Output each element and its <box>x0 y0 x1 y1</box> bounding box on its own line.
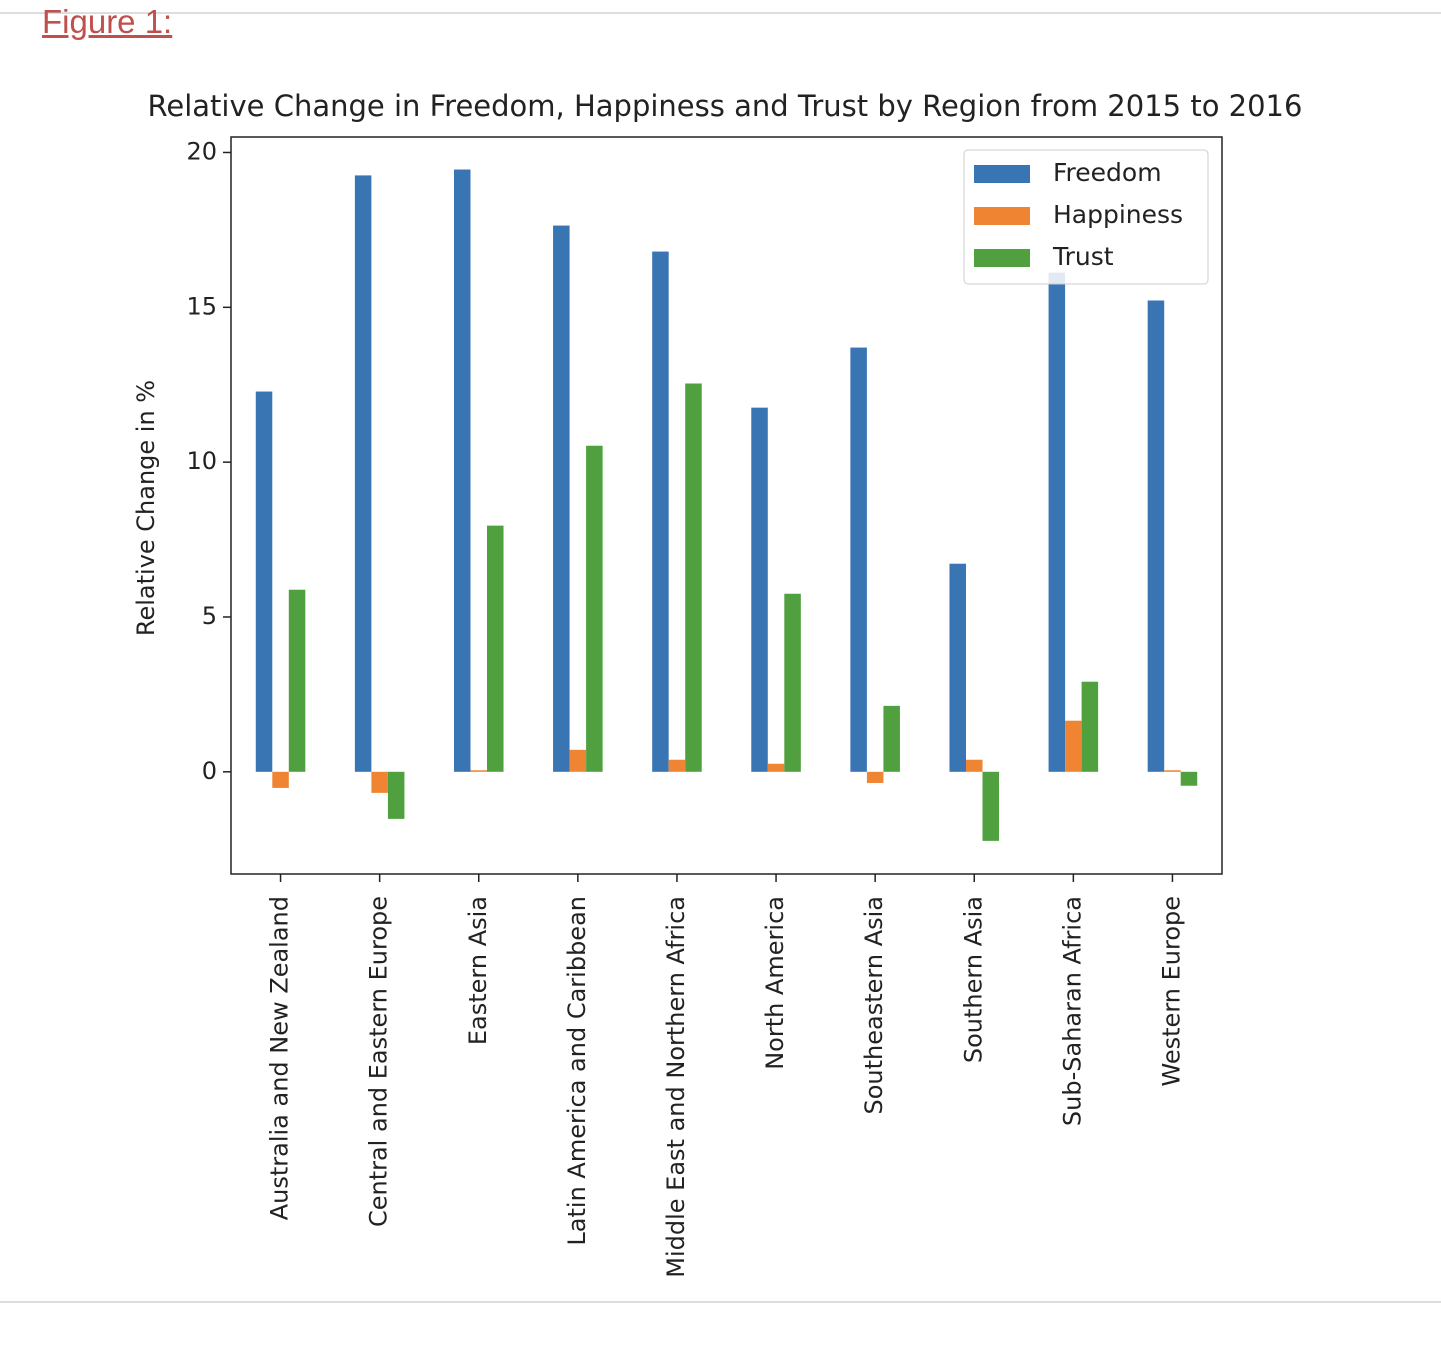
plot: 0 5 10 15 20 Australia and New Zealand Central… <box>186 136 1223 1278</box>
bar <box>1048 272 1066 772</box>
x-tick-label: Eastern Asia <box>464 896 492 1045</box>
legend-swatch <box>974 249 1030 267</box>
figure-heading: Figure 1: <box>42 3 173 40</box>
bar <box>272 771 289 788</box>
y-tick-label: 10 <box>186 447 217 475</box>
y-axis-label: Relative Change in % <box>132 380 160 636</box>
bar <box>354 175 372 772</box>
bar <box>668 759 686 772</box>
legend-label: Freedom <box>1053 158 1162 187</box>
legend-label: Trust <box>1052 242 1114 271</box>
y-tick-label: 0 <box>202 757 217 785</box>
bar <box>850 347 867 772</box>
x-tick-label: Central and Eastern Europe <box>365 896 393 1227</box>
bar <box>1164 770 1181 772</box>
bar <box>685 383 702 772</box>
plot-frame <box>230 136 1223 875</box>
bar <box>883 705 900 772</box>
bar <box>949 563 966 772</box>
bar <box>453 169 471 772</box>
x-tick-label: Middle East and Northern Africa <box>662 896 690 1278</box>
chart-title: Relative Change in Freedom, Happiness an… <box>148 89 1303 123</box>
bar <box>1065 720 1082 772</box>
bar <box>470 770 488 772</box>
bar <box>982 771 1000 841</box>
bar <box>288 589 306 772</box>
bar <box>866 771 884 783</box>
bar <box>965 759 983 772</box>
bar <box>751 407 768 772</box>
legend-swatch <box>974 165 1030 183</box>
bar <box>767 763 785 772</box>
bar <box>1081 681 1099 772</box>
y-tick-label: 20 <box>186 137 217 165</box>
bar <box>586 445 603 772</box>
bar <box>255 391 273 772</box>
x-tick-label: Southern Asia <box>959 896 987 1063</box>
bar <box>784 593 801 772</box>
bar <box>569 749 587 772</box>
y-tick-label: 5 <box>202 602 217 630</box>
legend-label: Happiness <box>1053 200 1183 229</box>
bar <box>553 225 570 772</box>
x-tick-label: Southeastern Asia <box>860 896 888 1114</box>
x-tick-label: Australia and New Zealand <box>266 896 294 1220</box>
x-tick-label: Western Europe <box>1157 896 1185 1086</box>
x-tick-label: North America <box>761 896 789 1070</box>
bar <box>652 251 669 772</box>
x-tick-label: Sub-Saharan Africa <box>1058 896 1086 1126</box>
x-tick-label: Latin America and Caribbean <box>563 896 591 1246</box>
y-tick-label: 15 <box>186 292 217 320</box>
bar <box>387 771 405 819</box>
bar <box>487 525 504 772</box>
bar <box>1180 771 1198 786</box>
bar <box>1147 300 1165 772</box>
bar <box>371 771 388 793</box>
legend-swatch <box>974 207 1030 225</box>
